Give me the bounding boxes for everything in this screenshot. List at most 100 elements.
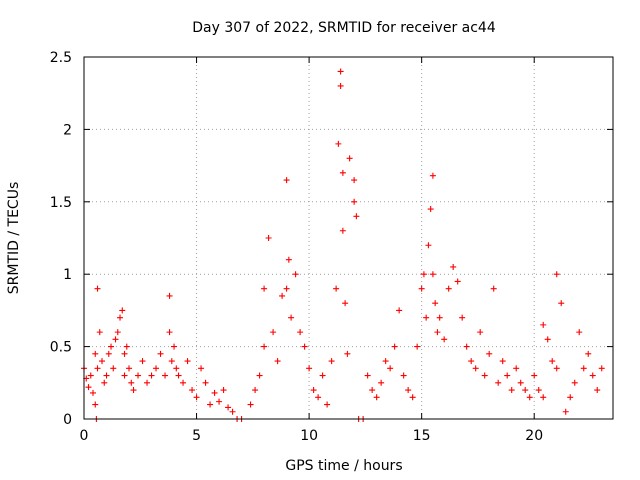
y-tick-label: 1.5 bbox=[50, 195, 72, 211]
plot-frame bbox=[83, 56, 614, 420]
data-point bbox=[175, 372, 182, 379]
data-point bbox=[429, 172, 436, 179]
data-point bbox=[337, 82, 344, 89]
data-point bbox=[396, 307, 403, 314]
data-point bbox=[382, 358, 389, 365]
data-point bbox=[477, 329, 484, 336]
data-point bbox=[400, 372, 407, 379]
data-point bbox=[283, 177, 290, 184]
data-point bbox=[495, 379, 502, 386]
data-point bbox=[369, 387, 376, 394]
data-point bbox=[166, 329, 173, 336]
data-point bbox=[353, 213, 360, 220]
data-point bbox=[270, 329, 277, 336]
data-points bbox=[81, 68, 605, 422]
data-point bbox=[180, 379, 187, 386]
data-point bbox=[472, 365, 479, 372]
data-point bbox=[499, 358, 506, 365]
data-point bbox=[364, 372, 371, 379]
data-point bbox=[576, 329, 583, 336]
data-point bbox=[216, 398, 223, 405]
y-axis-label: SRMTID / TECUs bbox=[6, 182, 22, 295]
data-point bbox=[247, 401, 254, 408]
data-point bbox=[432, 300, 439, 307]
data-point bbox=[85, 384, 92, 391]
data-point bbox=[202, 379, 209, 386]
data-point bbox=[513, 365, 520, 372]
data-point bbox=[189, 387, 196, 394]
data-point bbox=[425, 242, 432, 249]
data-point bbox=[121, 350, 128, 357]
data-point bbox=[274, 358, 281, 365]
data-point bbox=[252, 387, 259, 394]
data-point bbox=[526, 394, 533, 401]
data-point bbox=[535, 387, 542, 394]
data-point bbox=[540, 394, 547, 401]
data-point bbox=[130, 387, 137, 394]
data-point bbox=[414, 343, 421, 350]
data-point bbox=[459, 314, 466, 321]
data-point bbox=[391, 343, 398, 350]
data-point bbox=[531, 372, 538, 379]
data-point bbox=[463, 343, 470, 350]
data-point bbox=[429, 271, 436, 278]
data-point bbox=[580, 365, 587, 372]
data-point bbox=[490, 285, 497, 292]
data-point bbox=[427, 206, 434, 213]
data-point bbox=[225, 404, 232, 411]
data-point bbox=[256, 372, 263, 379]
x-tick-label: 15 bbox=[413, 428, 431, 444]
data-point bbox=[87, 372, 94, 379]
data-point bbox=[173, 365, 180, 372]
data-point bbox=[148, 372, 155, 379]
x-axis-label: GPS time / hours bbox=[285, 458, 402, 474]
data-point bbox=[157, 350, 164, 357]
data-point bbox=[168, 358, 175, 365]
data-point bbox=[409, 394, 416, 401]
x-tick-label: 10 bbox=[300, 428, 318, 444]
data-point bbox=[126, 365, 133, 372]
data-point bbox=[540, 321, 547, 328]
data-point bbox=[92, 401, 99, 408]
data-point bbox=[112, 336, 119, 343]
data-point bbox=[549, 358, 556, 365]
data-point bbox=[108, 343, 115, 350]
data-point bbox=[423, 314, 430, 321]
data-point bbox=[297, 329, 304, 336]
data-point bbox=[351, 198, 358, 205]
data-point bbox=[450, 263, 457, 270]
data-point bbox=[319, 372, 326, 379]
data-point bbox=[117, 314, 124, 321]
data-point bbox=[261, 285, 268, 292]
data-point bbox=[335, 140, 342, 147]
data-point bbox=[562, 408, 569, 415]
data-point bbox=[418, 285, 425, 292]
data-point bbox=[229, 408, 236, 415]
data-point bbox=[166, 292, 173, 299]
data-point bbox=[315, 394, 322, 401]
data-point bbox=[220, 387, 227, 394]
data-point bbox=[123, 343, 130, 350]
data-point bbox=[387, 365, 394, 372]
chart-title: Day 307 of 2022, SRMTID for receiver ac4… bbox=[192, 20, 496, 36]
data-point bbox=[544, 336, 551, 343]
data-point bbox=[517, 379, 524, 386]
data-point bbox=[110, 365, 117, 372]
data-point bbox=[94, 285, 101, 292]
data-point bbox=[105, 350, 112, 357]
data-point bbox=[373, 394, 380, 401]
data-point bbox=[171, 343, 178, 350]
data-point bbox=[337, 68, 344, 75]
data-point bbox=[567, 394, 574, 401]
data-point bbox=[92, 350, 99, 357]
axis-ticks: 0 5 10 15 20 0 0.5 1 1.5 2 2.5 bbox=[50, 50, 613, 444]
data-point bbox=[96, 329, 103, 336]
x-tick-label: 5 bbox=[192, 428, 201, 444]
data-point bbox=[553, 365, 560, 372]
y-tick-label: 1 bbox=[63, 267, 72, 283]
data-point bbox=[121, 372, 128, 379]
x-tick-label: 20 bbox=[525, 428, 543, 444]
data-point bbox=[420, 271, 427, 278]
data-point bbox=[436, 314, 443, 321]
